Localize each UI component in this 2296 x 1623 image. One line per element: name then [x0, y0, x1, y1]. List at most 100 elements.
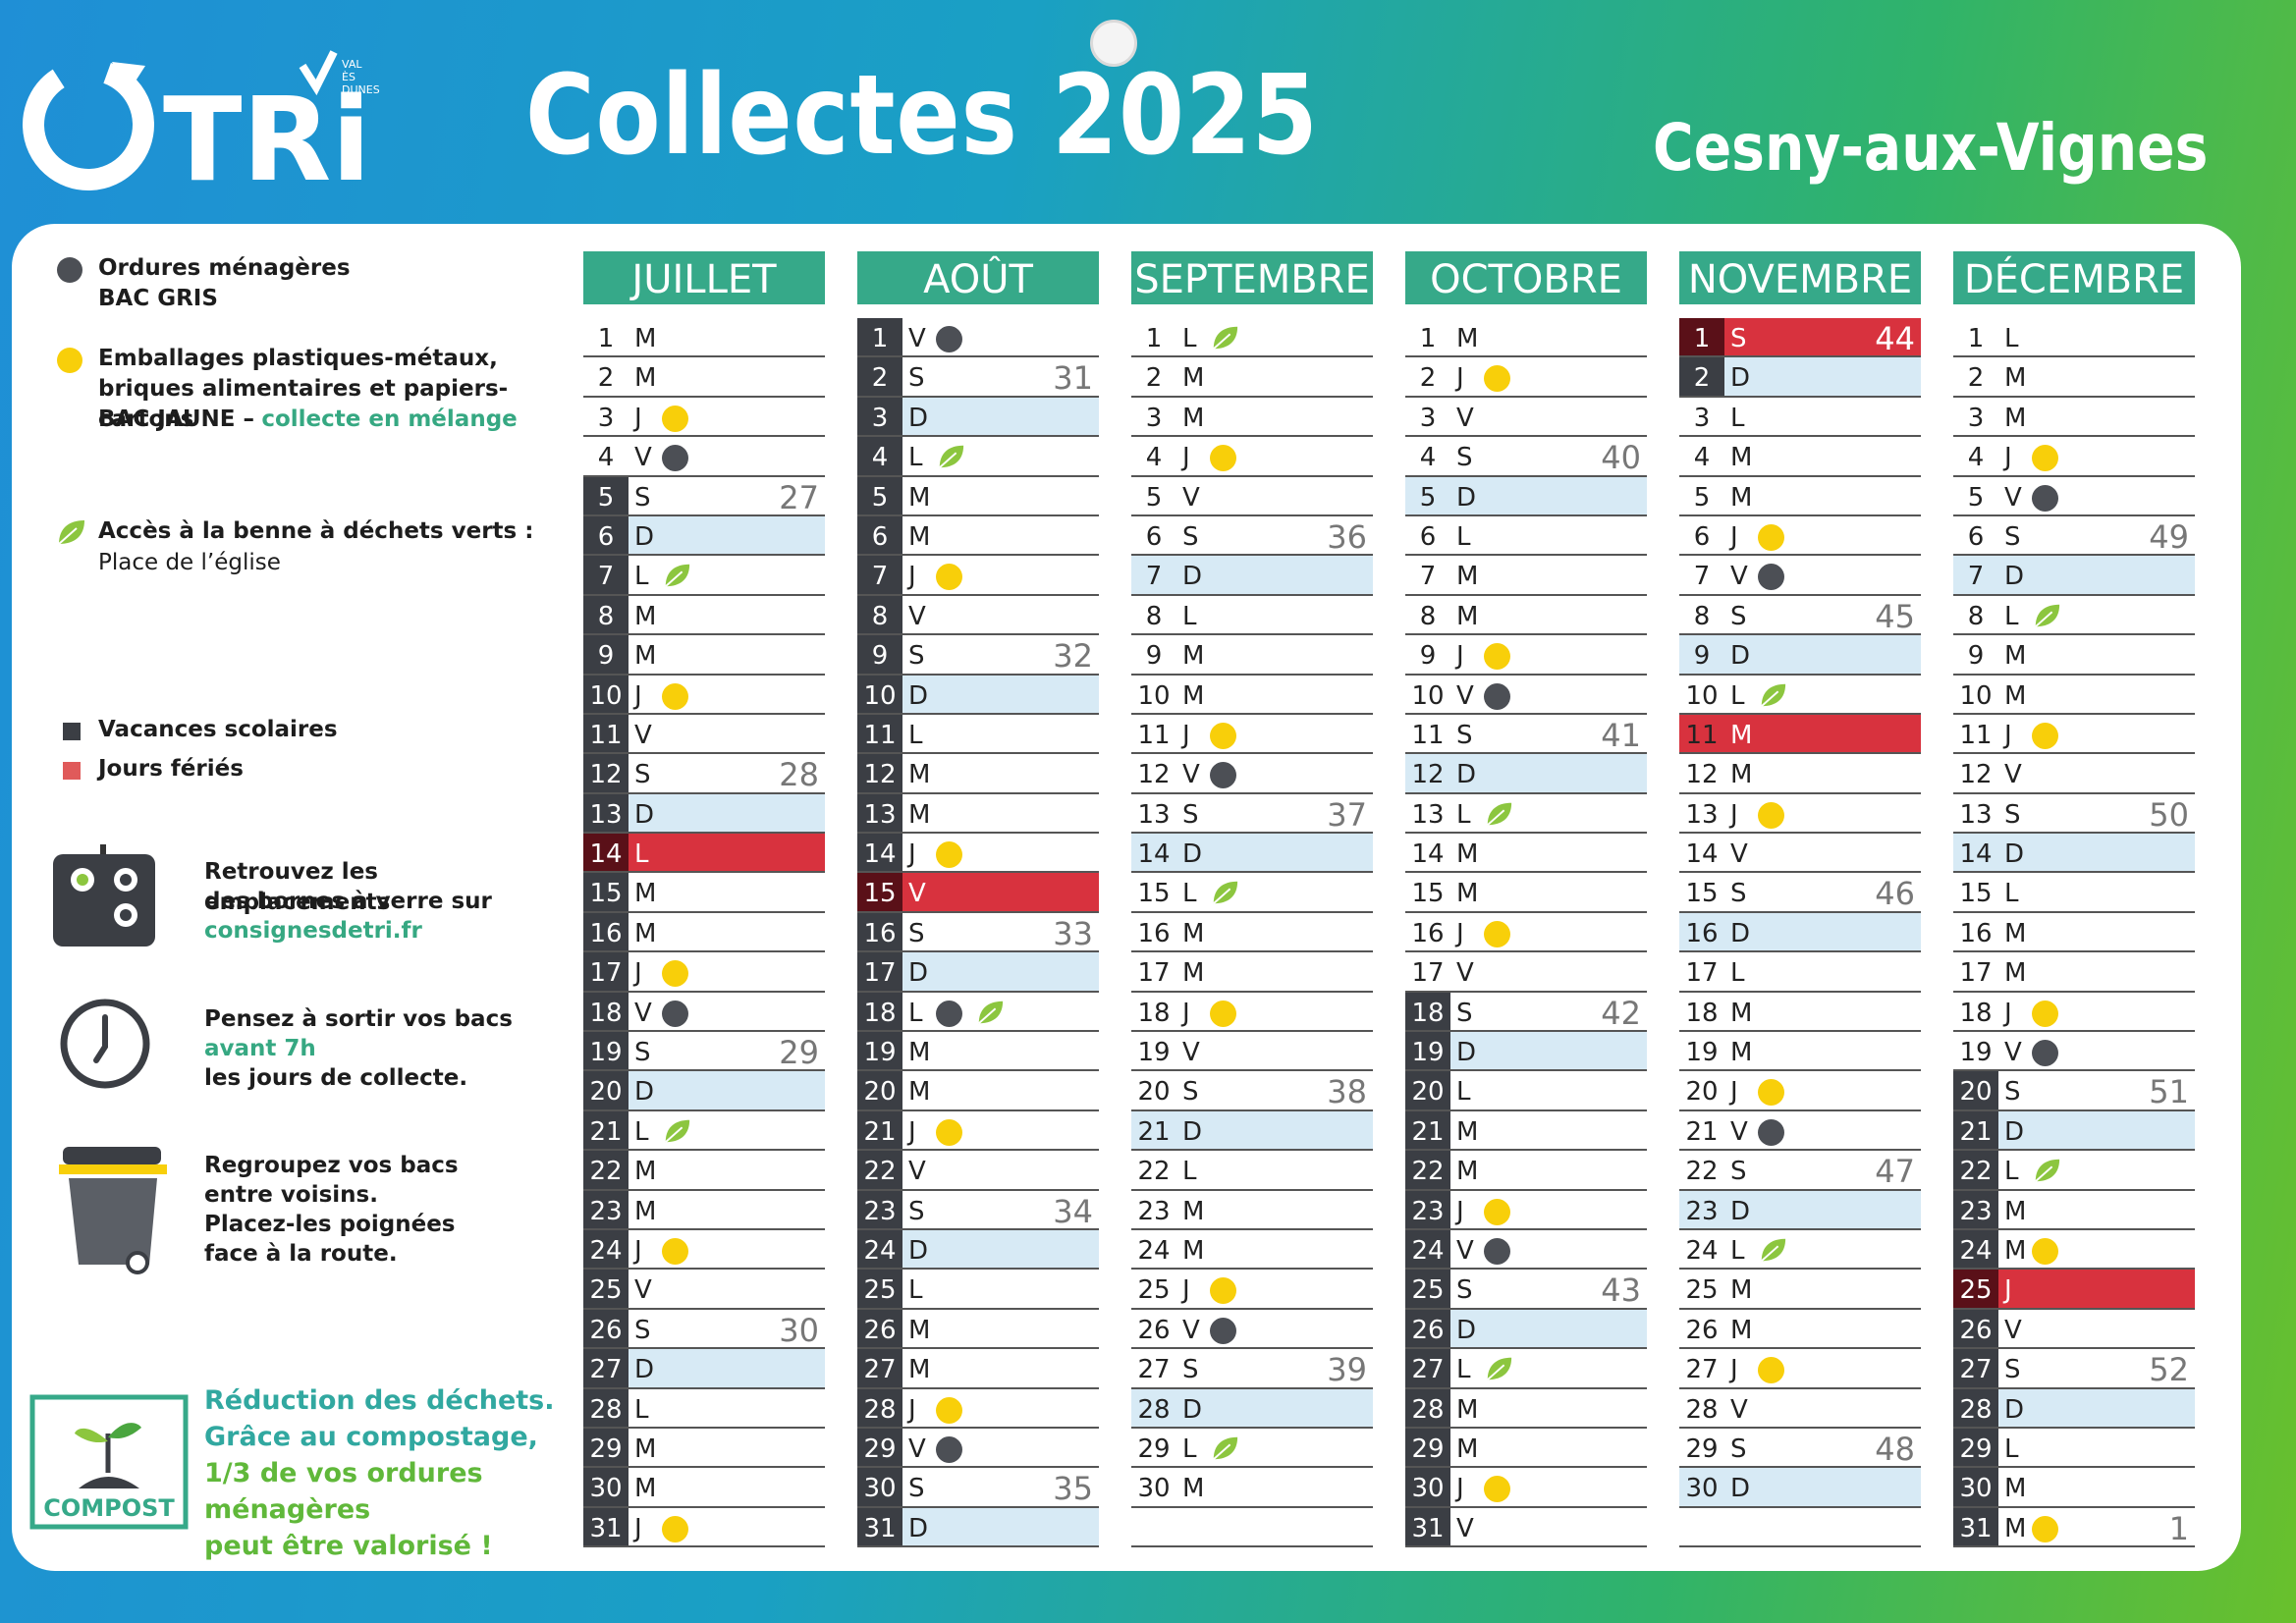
day-row: 17 M: [1131, 952, 1373, 993]
day-number: 19: [1959, 1038, 1993, 1068]
day-row: 26 S 30: [583, 1309, 825, 1350]
day-number: 30: [1685, 1474, 1719, 1504]
day-number: 28: [857, 1388, 902, 1427]
weekday-letter: M: [634, 363, 657, 394]
weekday-letter: V: [908, 324, 926, 353]
day-number: 14: [1685, 839, 1719, 870]
day-row: 19 S 29: [583, 1032, 825, 1072]
weekday-letter: L: [2004, 1434, 2019, 1464]
day-row: 29 M: [583, 1428, 825, 1469]
day-row: 18 J: [1131, 993, 1373, 1033]
day-number: 26: [857, 1309, 902, 1348]
day-number: 28: [1685, 1394, 1719, 1425]
weekday-letter: S: [1182, 521, 1199, 552]
day-row: 8 S 45: [1679, 596, 1921, 636]
day-row: 31 J: [583, 1507, 825, 1548]
day-number: 14: [857, 834, 902, 872]
weekday-letter: M: [634, 601, 657, 631]
weekday-letter: S: [908, 1474, 925, 1504]
day-row: 4 S 40: [1405, 437, 1647, 477]
weekday-letter: M: [1182, 680, 1205, 711]
gray-bin-icon: [1210, 1317, 1236, 1344]
day-row: 28 V: [1679, 1389, 1921, 1429]
weekday-letter: M: [1182, 1196, 1205, 1226]
yellow-bin-icon: [1484, 1198, 1510, 1225]
day-row: 30 J: [1405, 1468, 1647, 1508]
day-row: 29 S 48: [1679, 1429, 1921, 1469]
weekday-letter: M: [634, 1434, 657, 1464]
day-number: 11: [1959, 720, 1993, 750]
weekday-letter: V: [2004, 1038, 2022, 1068]
leaf-icon: [936, 442, 965, 471]
day-number: 10: [1959, 680, 1993, 711]
day-row: 6 S 36: [1131, 516, 1373, 557]
weekday-letter: J: [1730, 1077, 1738, 1108]
weekday-letter: D: [1730, 1474, 1751, 1504]
day-number: 13: [1959, 799, 1993, 830]
weekday-letter: J: [1456, 641, 1464, 672]
weekday-letter: M: [1182, 1474, 1205, 1504]
day-number: 13: [583, 793, 629, 833]
day-row: 26 M: [1679, 1310, 1921, 1350]
weekday-letter: L: [1730, 403, 1745, 433]
leaf-icon: [1484, 799, 1513, 829]
compost-icon: COMPOST: [29, 1394, 189, 1530]
weekday-letter: J: [1182, 720, 1190, 750]
weekday-letter: M: [1730, 760, 1753, 790]
day-number: 7: [1967, 562, 1985, 592]
weekday-letter: S: [1182, 1355, 1199, 1385]
day-row: 13 M: [857, 793, 1099, 835]
day-number: 17: [583, 952, 629, 991]
day-number: 28: [583, 1388, 629, 1427]
day-row: 20 M: [857, 1071, 1099, 1111]
weekday-letter: M: [1456, 1116, 1479, 1147]
legend-verre-link[interactable]: consignesdetri.fr: [204, 918, 422, 944]
week-number: 34: [1053, 1192, 1093, 1230]
weekday-letter: M: [1456, 1394, 1479, 1425]
day-number: 21: [1137, 1116, 1171, 1147]
leaf-icon: [1210, 878, 1239, 907]
gray-bin-icon: [936, 1000, 962, 1027]
day-number: 1: [1419, 324, 1437, 353]
weekday-letter: M: [908, 1077, 931, 1108]
day-row: 26 M: [857, 1309, 1099, 1350]
week-number: 39: [1327, 1351, 1367, 1389]
legend-yellow-line3: BAC JAUNE – collecte en mélange: [98, 406, 518, 432]
weekday-letter: L: [1456, 1077, 1471, 1108]
day-row: 12 V: [1953, 754, 2195, 794]
weekday-letter: M: [2004, 680, 2027, 711]
weekday-letter: V: [1182, 1038, 1200, 1068]
week-number: 44: [1875, 320, 1915, 357]
weekday-letter: L: [1730, 1235, 1745, 1266]
day-row: 10 M: [1131, 676, 1373, 715]
week-number: 33: [1053, 914, 1093, 952]
day-number: 10: [857, 675, 902, 713]
weekday-letter: S: [1730, 1434, 1747, 1464]
week-number: 41: [1601, 716, 1641, 754]
weekday-letter: D: [634, 799, 655, 830]
day-number: 31: [857, 1507, 902, 1546]
weekday-letter: M: [1456, 1157, 1479, 1187]
day-number: 25: [1685, 1275, 1719, 1306]
weekday-letter: J: [2004, 720, 2012, 750]
weekday-letter: J: [1730, 521, 1738, 552]
week-number: 46: [1875, 875, 1915, 913]
leaf-icon: [1484, 1354, 1513, 1383]
day-row: 30 M: [583, 1468, 825, 1508]
yellow-bin-icon: [1484, 365, 1510, 393]
weekday-letter: S: [1182, 799, 1199, 830]
day-row: 16 J: [1405, 913, 1647, 953]
weekday-letter: J: [634, 403, 642, 433]
weekday-letter: D: [908, 1513, 929, 1543]
day-row: 13 S 50: [1953, 794, 2195, 835]
day-number: 24: [857, 1229, 902, 1269]
gray-bin-icon: [1758, 1118, 1784, 1146]
yellow-bin-icon: [936, 564, 962, 591]
weekday-letter: D: [1456, 482, 1477, 513]
day-row: 26 V: [1953, 1309, 2195, 1350]
